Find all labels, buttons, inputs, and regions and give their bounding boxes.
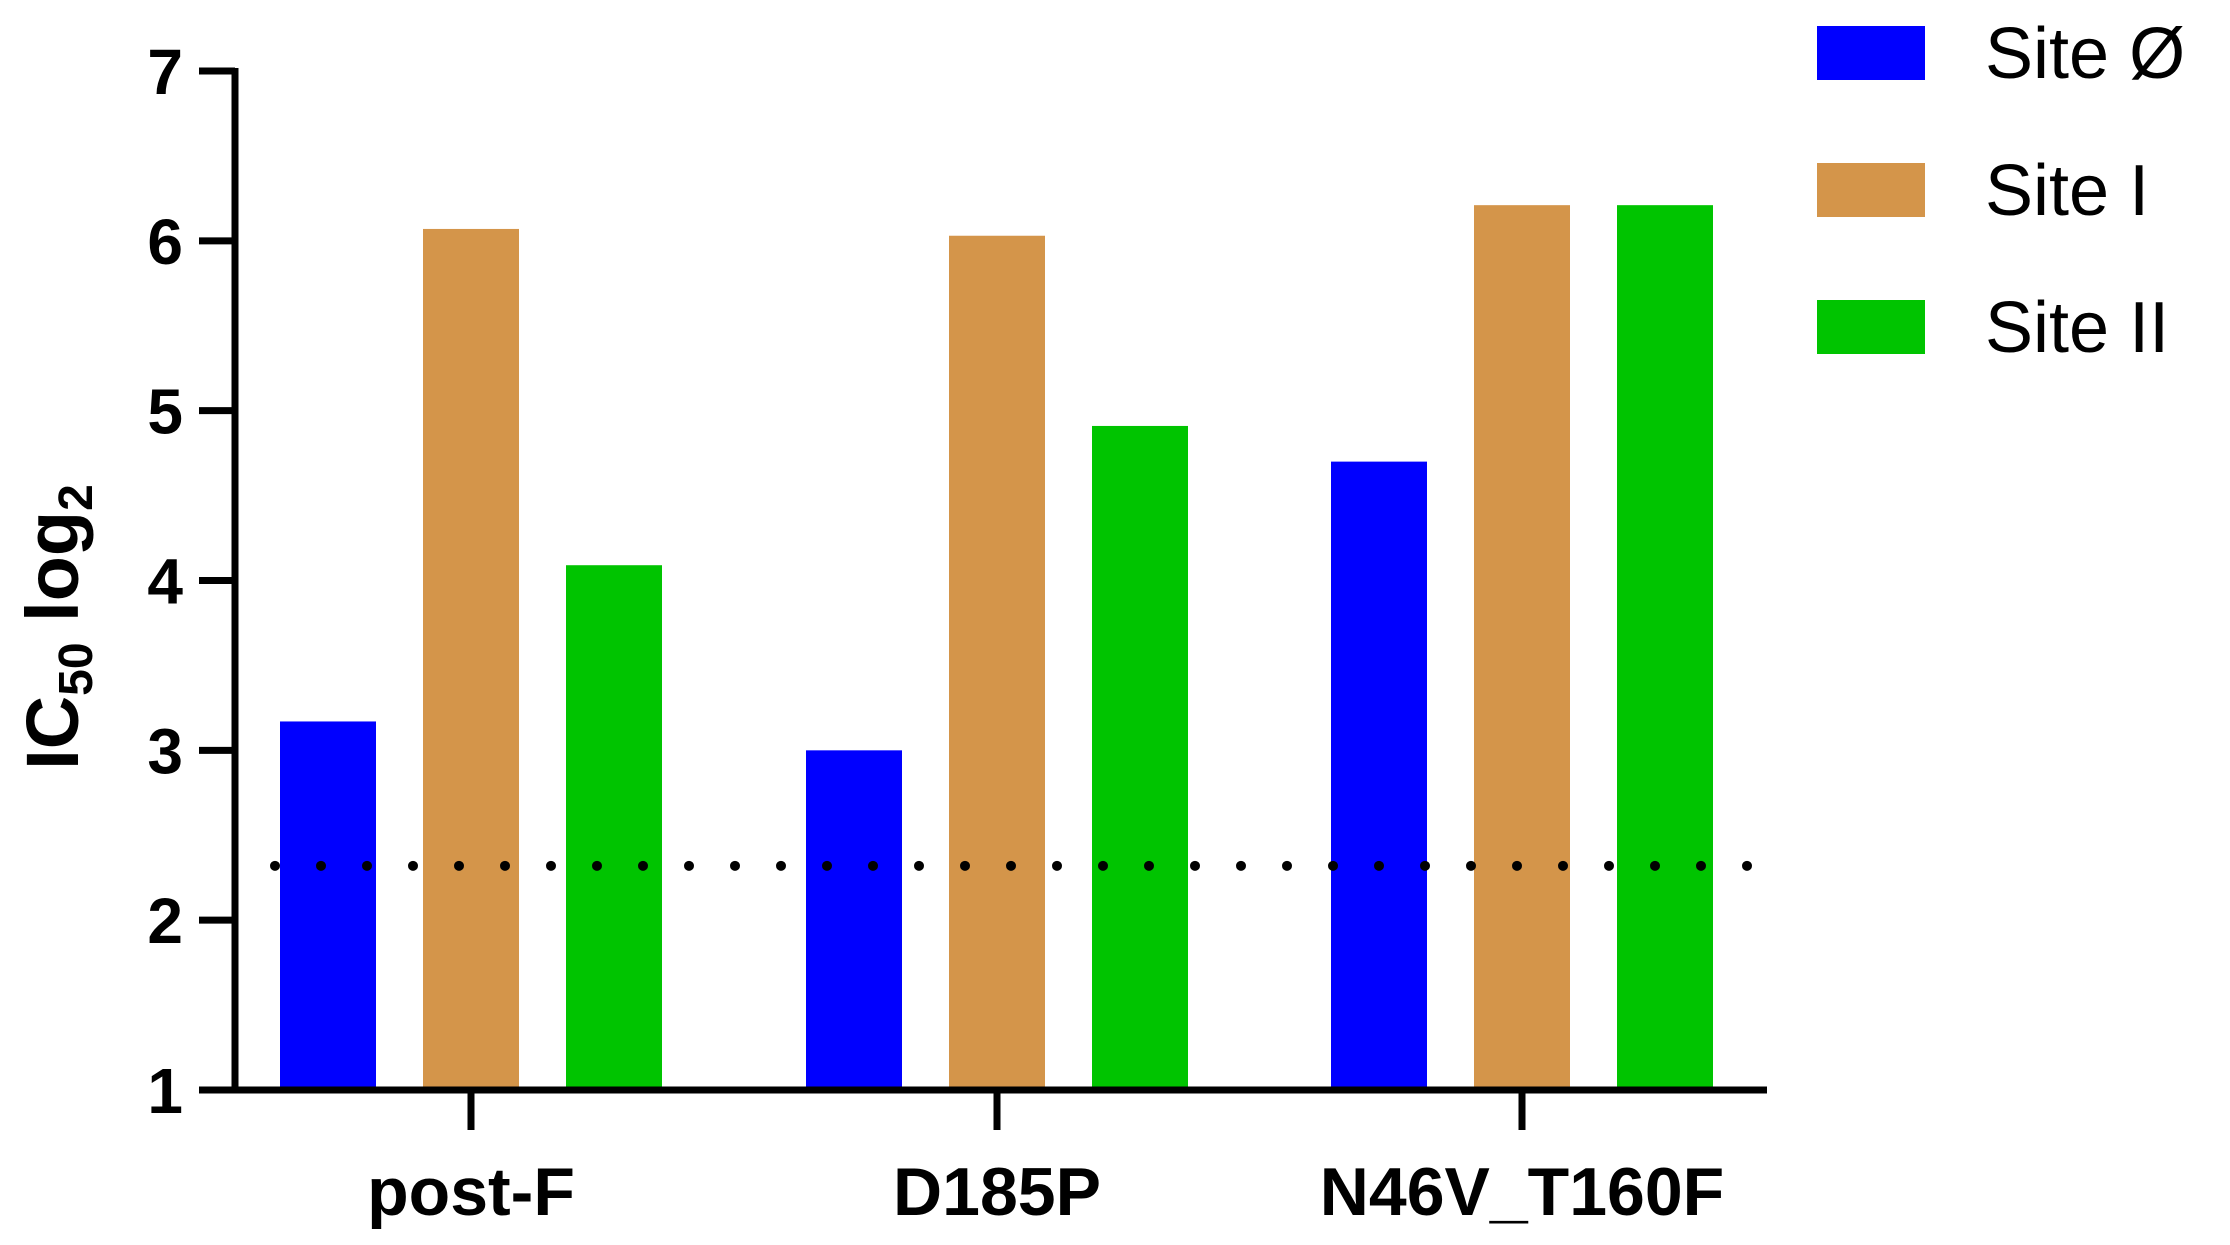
y-tick-label: 4 bbox=[147, 546, 183, 618]
y-axis: 1 2 3 4 5 6 7 bbox=[147, 36, 239, 1127]
legend: Site Ø Site I Site II bbox=[1817, 14, 2185, 368]
y-axis-label: IC50 log2 bbox=[11, 484, 103, 770]
y-tick-label: 5 bbox=[147, 376, 183, 448]
legend-swatch bbox=[1817, 26, 1925, 80]
bar-d185p-series-1 bbox=[949, 235, 1045, 1090]
y-tick-label: 3 bbox=[147, 715, 183, 787]
y-tick-label: 1 bbox=[147, 1055, 183, 1127]
legend-label: Site I bbox=[1985, 151, 2149, 231]
bar-post-f-series-2 bbox=[566, 565, 662, 1090]
bar-n46v-t160f-series-2 bbox=[1617, 205, 1713, 1090]
y-tick-label: 2 bbox=[147, 885, 183, 957]
x-axis: post-F D185P N46V_T160F bbox=[232, 1086, 1767, 1230]
x-tick-label: post-F bbox=[367, 1154, 575, 1230]
y-tick-label: 6 bbox=[147, 206, 183, 278]
y-tick-label: 7 bbox=[147, 36, 183, 108]
bar-n46v-t160f-series-0 bbox=[1331, 461, 1427, 1090]
legend-swatch bbox=[1817, 300, 1925, 354]
bar-post-f-series-0 bbox=[280, 721, 376, 1090]
bars bbox=[280, 205, 1713, 1090]
x-tick-label: N46V_T160F bbox=[1320, 1154, 1724, 1230]
x-tick-label: D185P bbox=[893, 1154, 1101, 1230]
legend-swatch bbox=[1817, 163, 1925, 217]
legend-label: Site II bbox=[1985, 288, 2169, 368]
bar-post-f-series-1 bbox=[423, 228, 519, 1090]
bar-d185p-series-0 bbox=[806, 750, 902, 1090]
legend-label: Site Ø bbox=[1985, 14, 2185, 94]
bar-d185p-series-2 bbox=[1092, 425, 1188, 1090]
bar-n46v-t160f-series-1 bbox=[1474, 205, 1570, 1090]
